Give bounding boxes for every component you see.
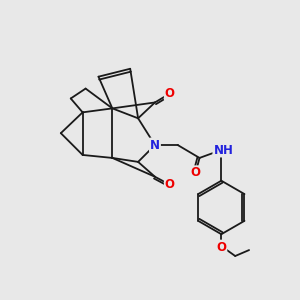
Text: NH: NH (213, 143, 233, 157)
Text: O: O (190, 166, 201, 179)
Text: O: O (165, 178, 175, 191)
Text: O: O (165, 87, 175, 100)
Text: N: N (150, 139, 160, 152)
Text: O: O (216, 241, 226, 254)
